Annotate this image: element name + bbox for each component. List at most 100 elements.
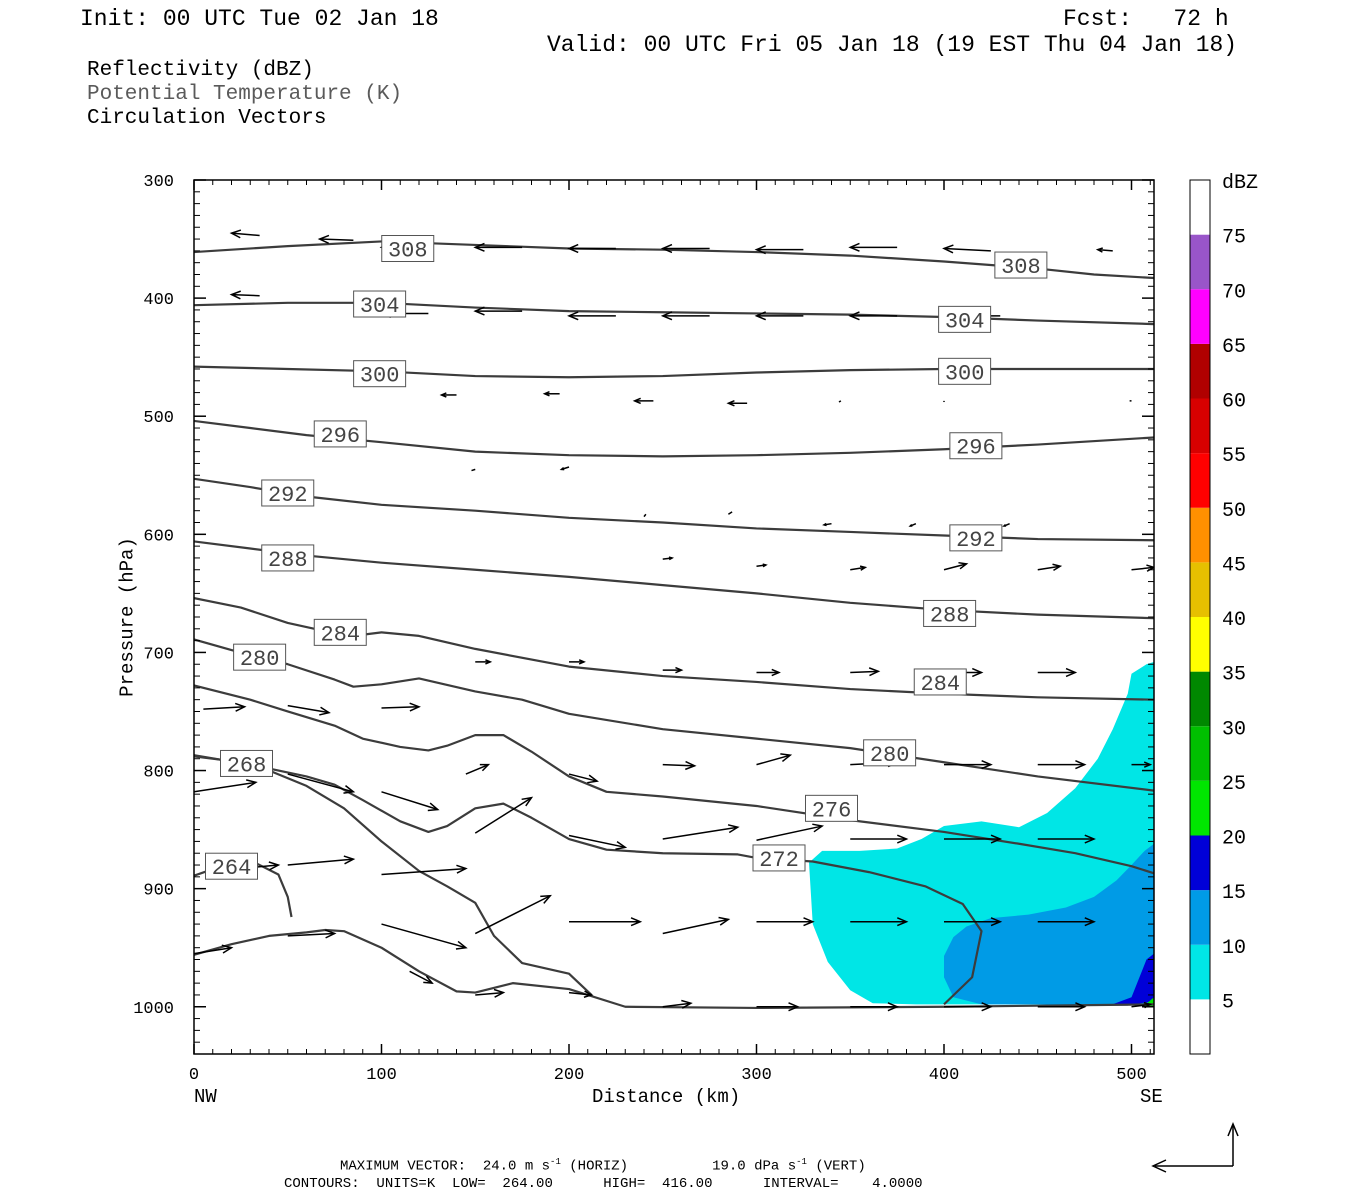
colorbar-swatch	[1190, 343, 1210, 399]
circulation-vector	[381, 791, 440, 812]
theta-contour-280	[194, 638, 1154, 792]
circulation-vector	[662, 666, 684, 674]
circulation-vector	[567, 243, 616, 254]
vector-head	[221, 944, 234, 954]
contour-label-276: 276	[812, 798, 852, 823]
circulation-vector	[194, 944, 234, 955]
circulation-vector	[568, 990, 594, 998]
contour-label-layer: 308 308 304 304 300 300 296 296 292 292 288 288 284 2…	[205, 235, 1048, 881]
vector-head	[423, 975, 434, 985]
circulation-vector	[317, 234, 354, 244]
colorbar: 5 10 15 20 25 30 35 40 45 50 55 60 65 70 75 dBZ	[1189, 172, 1258, 1055]
x-axis-se-label: SE	[1140, 1086, 1163, 1108]
circulation-vector	[662, 999, 693, 1009]
circulation-vector	[409, 970, 434, 985]
vector-head	[908, 524, 913, 527]
vector-shaft	[568, 834, 626, 849]
contour-label-box-288	[923, 599, 977, 627]
vector-head	[812, 823, 825, 833]
vector-head	[1075, 760, 1087, 770]
contour-label-box-268	[220, 749, 273, 777]
vector-head	[456, 864, 468, 874]
x-tick-label: 0	[189, 1066, 199, 1085]
colorbar-level-label: 55	[1222, 445, 1246, 468]
y-tick-label: 500	[143, 409, 174, 428]
vector-head	[324, 929, 337, 939]
vector-shaft	[568, 991, 592, 996]
vector-head	[681, 999, 693, 1009]
vector-shaft	[850, 566, 866, 571]
vector-head	[439, 392, 447, 398]
vector-head	[317, 234, 330, 244]
colorbar-swatch	[1190, 507, 1210, 563]
contour-label-box-304	[938, 305, 992, 333]
circulation-vector	[838, 400, 842, 403]
contour-label-box-280	[233, 643, 287, 671]
vector-shaft	[194, 781, 256, 793]
colorbar-swatch	[1190, 835, 1210, 891]
vector-shaft	[838, 400, 842, 403]
vector-shaft	[850, 670, 879, 674]
vector-head	[1065, 667, 1078, 678]
vector-head	[942, 244, 954, 254]
circulation-vector	[473, 242, 523, 252]
vector-shaft	[568, 773, 598, 782]
vector-head	[615, 840, 628, 850]
theta-contour-276	[194, 684, 1154, 875]
vector-head	[762, 563, 768, 568]
colorbar-level-label: 30	[1222, 718, 1246, 741]
colorbar-level-label: 75	[1222, 227, 1246, 250]
circulation-vector	[756, 823, 825, 841]
circulation-vector	[287, 704, 331, 716]
vector-head	[455, 940, 468, 950]
circulation-vector	[850, 565, 868, 571]
vector-head	[587, 774, 599, 784]
colorbar-swatch	[1190, 671, 1210, 727]
theta-contour-300	[194, 365, 1154, 379]
contour-label-284: 284	[320, 622, 360, 647]
valid-time: Valid: 00 UTC Fri 05 Jan 18 (19 EST Thu …	[547, 32, 1238, 58]
contour-label-296: 296	[956, 436, 996, 461]
vector-head	[822, 522, 827, 527]
vector-head	[754, 245, 767, 255]
circulation-vector	[1037, 834, 1096, 844]
vector-shaft	[381, 923, 467, 949]
colorbar-swatch	[1190, 617, 1210, 672]
vector-shaft	[319, 238, 354, 241]
vector-head	[473, 242, 485, 252]
circulation-vector	[381, 864, 468, 876]
circulation-vector	[1037, 1002, 1087, 1012]
circulation-vector	[756, 753, 793, 766]
colorbar-swatch	[1190, 890, 1210, 945]
colorbar-level-label: 15	[1222, 882, 1246, 905]
circulation-vector	[944, 1002, 993, 1012]
contour-label-280: 280	[240, 647, 280, 672]
vector-head	[1084, 834, 1096, 844]
vector-head	[685, 760, 697, 771]
vector-shaft	[231, 232, 260, 237]
vector-head	[1075, 1002, 1087, 1012]
vector-head	[1095, 247, 1103, 253]
contour-label-box-264	[205, 852, 258, 880]
vector-shaft	[943, 563, 967, 571]
vector-head	[780, 753, 793, 763]
y-axis-title: Pressure (hPa)	[116, 537, 139, 697]
colorbar-swatch	[1190, 944, 1210, 1000]
colorbar-swatch	[1190, 726, 1210, 781]
vector-head	[427, 802, 440, 812]
vector-head	[1084, 917, 1096, 927]
colorbar-swatch	[1190, 180, 1210, 235]
circulation-vector	[850, 834, 909, 844]
circulation-vector	[850, 667, 881, 677]
circulation-vector	[662, 824, 740, 840]
colorbar-level-label: 20	[1222, 828, 1246, 851]
vector-shaft	[409, 970, 433, 984]
colorbar-level-label: 35	[1222, 664, 1246, 687]
contour-label-288: 288	[268, 548, 308, 573]
vector-head	[245, 779, 258, 789]
vector-shaft	[465, 763, 489, 775]
vector-head	[971, 667, 984, 678]
forecast-hour: Fcst: 72 h	[1063, 6, 1229, 32]
vector-shaft	[643, 513, 647, 518]
